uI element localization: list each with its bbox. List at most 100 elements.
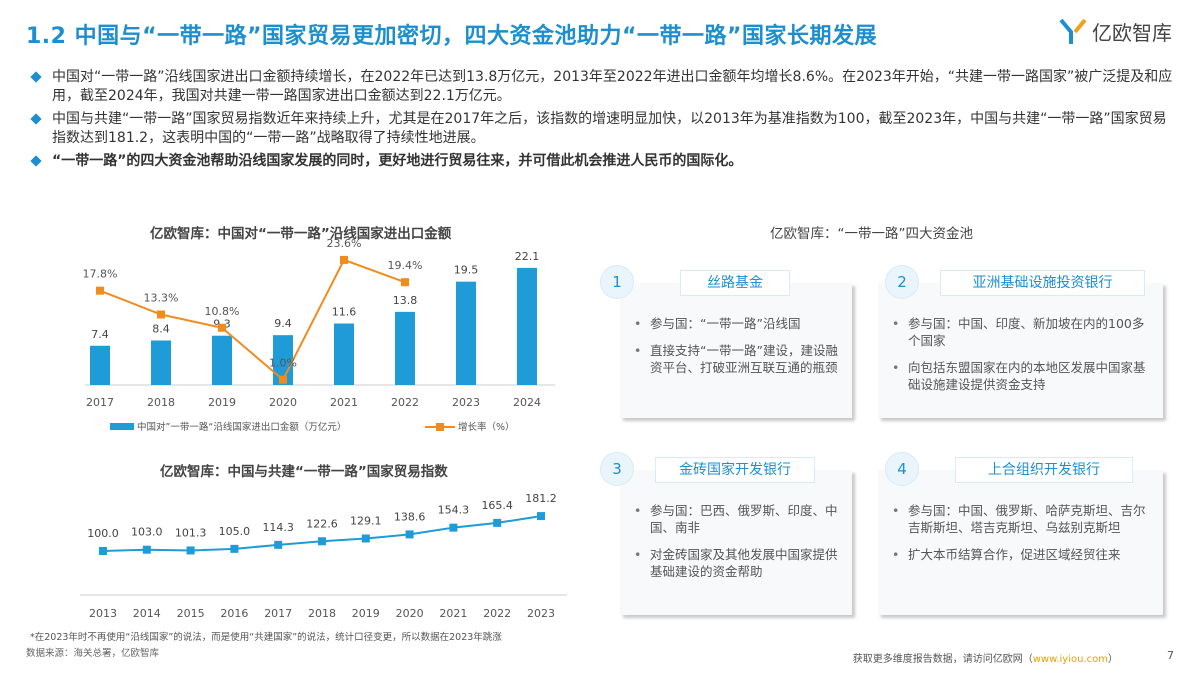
growth-point-2018 bbox=[157, 310, 165, 319]
index-point-2022 bbox=[493, 518, 502, 527]
index-label-2016: 105.0 bbox=[219, 525, 251, 538]
growth-label-2021: 23.6% bbox=[327, 237, 362, 250]
pools-title: 亿欧智库：“一带一路”四大资金池 bbox=[770, 226, 973, 242]
index-label-2017: 114.3 bbox=[262, 521, 294, 534]
footer-text: 获取更多维度报告数据，请访问亿欧网（www.iyiou.com） bbox=[853, 650, 1118, 665]
bar-label-2020: 9.4 bbox=[274, 317, 292, 330]
bar-2017 bbox=[90, 345, 110, 385]
fund-item: 参与国：中国、俄罗斯、哈萨克斯坦、吉尔吉斯斯坦、塔吉克斯坦、乌兹别克斯坦 bbox=[890, 502, 1153, 536]
bar-label-2017: 7.4 bbox=[91, 328, 109, 341]
fund-card-2: 参与国：中国、印度、新加坡在内的100多个国家向包括东盟国家在内的本地区发展中国… bbox=[878, 283, 1163, 418]
fund-items: 参与国：“一带一路”沿线国直接支持“一带一路”建设，建设融资平台、打破亚洲互联互… bbox=[632, 315, 842, 386]
footer-link[interactable]: www.iyiou.com bbox=[1032, 654, 1108, 665]
trade-amount-chart: 7.420178.420189.320199.4202011.6202113.8… bbox=[83, 237, 555, 433]
chart2-title: 亿欧智库：中国与共建“一带一路”国家贸易指数 bbox=[160, 464, 448, 480]
logo-text: 亿欧智库 bbox=[1092, 20, 1172, 45]
growth-label-2018: 13.3% bbox=[144, 292, 179, 305]
index-point-2020 bbox=[405, 530, 414, 539]
x-tick-2023: 2023 bbox=[527, 607, 555, 620]
x-tick-2018: 2018 bbox=[308, 607, 336, 620]
fund-item: 参与国：巴西、俄罗斯、印度、中国、南非 bbox=[632, 502, 842, 536]
growth-label-2017: 17.8% bbox=[83, 268, 118, 281]
growth-point-2022 bbox=[401, 278, 409, 287]
growth-point-2020 bbox=[279, 375, 287, 384]
x-tick-2022: 2022 bbox=[391, 396, 419, 409]
bar-2019 bbox=[212, 335, 232, 385]
index-point-2013 bbox=[99, 547, 107, 555]
index-label-2018: 122.6 bbox=[306, 517, 338, 530]
bar-2018 bbox=[151, 340, 171, 385]
bar-2021 bbox=[334, 323, 354, 385]
fund-items: 参与国：中国、印度、新加坡在内的100多个国家向包括东盟国家在内的本地区发展中国… bbox=[890, 315, 1153, 403]
fund-items: 参与国：巴西、俄罗斯、印度、中国、南非对金砖国家及其他发展中国家提供基础建设的资… bbox=[632, 502, 842, 590]
x-tick-2024: 2024 bbox=[513, 396, 541, 409]
legend-line-marker bbox=[436, 423, 444, 431]
index-point-2018 bbox=[318, 537, 326, 546]
index-point-2021 bbox=[449, 523, 458, 532]
bar-label-2018: 8.4 bbox=[152, 322, 170, 335]
fund-card-1: 参与国：“一带一路”沿线国直接支持“一带一路”建设，建设融资平台、打破亚洲互联互… bbox=[620, 283, 852, 418]
x-tick-2019: 2019 bbox=[208, 396, 236, 409]
legend-line-label: 增长率（%） bbox=[458, 421, 515, 433]
bar-2024 bbox=[517, 267, 537, 385]
footer-prefix: 获取更多维度报告数据，请访问亿欧网（ bbox=[852, 654, 1033, 665]
bar-2020 bbox=[273, 335, 293, 385]
index-point-2016 bbox=[230, 544, 239, 553]
fund-number-badge: 2 bbox=[885, 265, 919, 299]
fund-item: 参与国：中国、印度、新加坡在内的100多个国家 bbox=[890, 315, 1153, 349]
index-label-2020: 138.6 bbox=[394, 510, 426, 523]
x-tick-2016: 2016 bbox=[220, 607, 248, 620]
x-tick-2015: 2015 bbox=[177, 607, 205, 620]
bullet-3: “一带一路”的四大资金池帮助沿线国家发展的同时，更好地进行贸易往来，并可借此机会… bbox=[30, 152, 1180, 171]
index-label-2013: 100.0 bbox=[87, 527, 119, 540]
legend-bar-swatch bbox=[110, 423, 134, 430]
index-label-2014: 103.0 bbox=[131, 526, 163, 539]
x-tick-2021: 2021 bbox=[439, 607, 467, 620]
fund-name: 亚洲基础设施投资银行 bbox=[940, 270, 1145, 296]
footnote: *在2023年时不再使用“沿线国家”的说法，而是使用“共建国家”的说法，统计口径… bbox=[30, 632, 502, 643]
page-number: 7 bbox=[1167, 649, 1174, 662]
index-label-2015: 101.3 bbox=[175, 526, 207, 539]
bullet-1: 中国对“一带一路”沿线国家进出口金额持续增长，在2022年已达到13.8万亿元，… bbox=[30, 68, 1180, 106]
fund-number-badge: 3 bbox=[600, 452, 634, 486]
fund-number-badge: 4 bbox=[885, 452, 919, 486]
x-tick-2017: 2017 bbox=[264, 607, 292, 620]
fund-item: 参与国：“一带一路”沿线国 bbox=[632, 315, 842, 332]
growth-line bbox=[99, 258, 406, 382]
page-title: 1.2 中国与“一带一路”国家贸易更加密切，四大资金池助力“一带一路”国家长期发… bbox=[26, 24, 877, 49]
data-source: 数据来源：海关总署，亿欧智库 bbox=[26, 648, 160, 659]
logo: 亿欧智库 bbox=[1058, 16, 1172, 46]
x-tick-2013: 2013 bbox=[89, 607, 117, 620]
bar-label-2023: 19.5 bbox=[454, 264, 479, 277]
index-label-2019: 129.1 bbox=[350, 514, 382, 527]
index-point-2015 bbox=[186, 546, 195, 555]
x-tick-2022: 2022 bbox=[483, 607, 511, 620]
index-point-2019 bbox=[361, 534, 370, 543]
index-label-2022: 165.4 bbox=[481, 499, 513, 512]
growth-point-2017 bbox=[96, 286, 104, 295]
growth-label-2020: 1.0% bbox=[269, 357, 297, 370]
summary-bullets: 中国对“一带一路”沿线国家进出口金额持续增长，在2022年已达到13.8万亿元，… bbox=[30, 68, 1180, 175]
fund-name: 上合组织开发银行 bbox=[955, 457, 1133, 483]
x-tick-2017: 2017 bbox=[86, 396, 114, 409]
growth-point-2021 bbox=[340, 255, 348, 264]
x-tick-2020: 2020 bbox=[396, 607, 424, 620]
index-label-2023: 181.2 bbox=[525, 492, 557, 505]
growth-label-2019: 10.8% bbox=[205, 305, 240, 318]
fund-item: 对金砖国家及其他发展中国家提供基础建设的资金帮助 bbox=[632, 546, 842, 580]
bar-label-2024: 22.1 bbox=[515, 250, 540, 263]
fund-name: 金砖国家开发银行 bbox=[655, 457, 815, 483]
x-tick-2021: 2021 bbox=[330, 396, 358, 409]
index-label-2021: 154.3 bbox=[438, 504, 470, 517]
trade-index-chart: 100.0 2013 103.0 2014 101.3 2015 105.0 2016 114.… bbox=[80, 492, 567, 620]
logo-icon bbox=[1059, 18, 1087, 44]
index-point-2014 bbox=[142, 545, 151, 554]
fund-item: 直接支持“一带一路”建设，建设融资平台、打破亚洲互联互通的瓶颈 bbox=[632, 342, 842, 376]
fund-items: 参与国：中国、俄罗斯、哈萨克斯坦、吉尔吉斯斯坦、塔吉克斯坦、乌兹别克斯坦扩大本币… bbox=[890, 502, 1153, 573]
fund-item: 扩大本币结算合作，促进区域经贸往来 bbox=[890, 546, 1153, 563]
fund-number-badge: 1 bbox=[600, 265, 634, 299]
x-tick-2014: 2014 bbox=[133, 607, 161, 620]
x-tick-2023: 2023 bbox=[452, 396, 480, 409]
fund-item: 向包括东盟国家在内的本地区发展中国家基础设施建设提供资金支持 bbox=[890, 359, 1153, 393]
x-tick-2018: 2018 bbox=[147, 396, 175, 409]
